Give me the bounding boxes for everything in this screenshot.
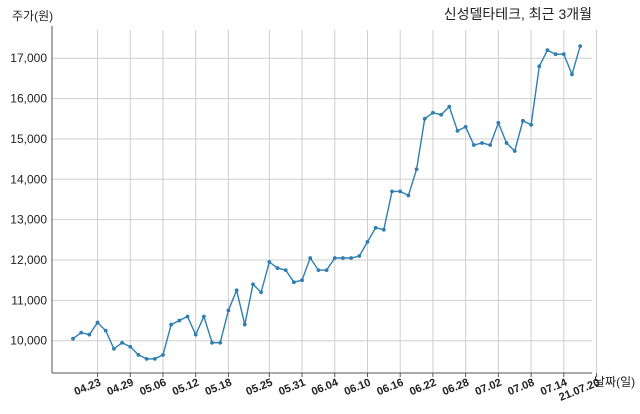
series-line	[72, 45, 581, 360]
data-point	[300, 278, 304, 283]
x-axis-label: 날짜(일)	[594, 375, 635, 389]
x-tick-label: 06.28	[441, 377, 471, 398]
data-point	[521, 118, 525, 123]
data-point	[251, 282, 255, 287]
y-tick-label: 16,000	[10, 92, 47, 106]
y-axis-label: 주가(원)	[12, 9, 53, 23]
y-tick-label: 14,000	[10, 172, 47, 186]
data-point	[488, 143, 493, 147]
y-tick-label: 12,000	[10, 253, 47, 267]
data-point	[152, 356, 157, 361]
data-point	[463, 124, 468, 129]
data-point	[103, 328, 108, 333]
data-point	[161, 352, 165, 357]
data-point	[365, 239, 370, 244]
data-point	[357, 254, 362, 258]
data-point	[471, 143, 476, 147]
data-point	[332, 256, 337, 260]
data-point	[169, 322, 174, 327]
data-point	[226, 308, 231, 313]
data-point	[308, 256, 313, 260]
x-tick-label: 05.25	[244, 377, 274, 398]
data-point	[120, 340, 124, 345]
data-point	[283, 268, 288, 272]
data-point	[87, 332, 92, 337]
tick-labels: 10,000 11,000 12,000 13,000 14,000 15,000 16,0…	[10, 51, 601, 404]
data-point	[341, 256, 345, 260]
axes	[51, 26, 598, 377]
data-point	[316, 268, 321, 272]
price-series	[71, 44, 583, 361]
x-tick-label: 05.06	[138, 377, 168, 398]
data-point	[136, 352, 141, 357]
data-point	[259, 290, 264, 295]
data-point	[381, 227, 386, 232]
y-tick-label: 11,000	[11, 293, 47, 307]
data-point	[414, 167, 419, 172]
data-point	[267, 260, 272, 264]
data-point	[406, 193, 411, 198]
data-point	[275, 266, 280, 270]
data-point	[431, 110, 435, 115]
x-tick-label: 06.22	[408, 377, 438, 398]
data-point	[128, 344, 133, 349]
x-tick-label: 06.04	[310, 376, 341, 398]
x-tick-label: 04.29	[105, 377, 135, 398]
data-point	[561, 52, 566, 57]
data-point	[390, 189, 394, 194]
data-point	[144, 356, 149, 361]
data-point	[185, 314, 190, 319]
x-tick-label: 06.10	[343, 377, 373, 398]
grid-lines	[52, 30, 598, 373]
y-tick-label: 15,000	[10, 132, 47, 146]
data-point	[201, 314, 206, 319]
data-point	[447, 104, 452, 109]
data-point	[234, 288, 239, 293]
data-point	[537, 64, 542, 69]
x-tick-label: 06.16	[375, 377, 405, 398]
data-point	[422, 116, 427, 121]
data-point	[480, 141, 484, 145]
data-point	[455, 128, 460, 133]
y-tick-label: 17,000	[10, 51, 47, 65]
data-point	[210, 340, 214, 345]
data-point	[79, 330, 84, 335]
x-tick-label: 05.12	[171, 377, 201, 398]
data-point	[291, 280, 296, 285]
data-point	[218, 340, 223, 345]
chart-title: 신성델타테크, 최근 3개월	[444, 6, 592, 22]
data-point	[71, 336, 75, 341]
data-point	[439, 112, 443, 117]
data-point	[324, 268, 329, 272]
x-tick-label: 05.31	[277, 377, 307, 398]
y-tick-label: 13,000	[10, 213, 47, 227]
data-point	[95, 320, 100, 325]
data-point	[496, 120, 501, 125]
data-point	[578, 44, 583, 49]
data-point	[553, 52, 558, 57]
data-point	[177, 318, 182, 323]
data-point	[512, 149, 517, 153]
x-tick-label: 05.18	[204, 377, 234, 398]
x-tick-label: 04.23	[73, 377, 103, 398]
data-point	[349, 256, 354, 260]
data-point	[570, 72, 574, 77]
y-tick-label: 10,000	[10, 334, 47, 348]
data-point	[112, 346, 116, 351]
data-point	[373, 225, 378, 230]
data-point	[545, 48, 550, 53]
x-tick-label: 07.02	[473, 377, 503, 398]
data-point	[242, 322, 247, 327]
data-point	[398, 189, 403, 194]
data-point	[193, 332, 198, 337]
data-point	[529, 122, 533, 127]
x-tick-label: 07.08	[506, 377, 536, 398]
data-point	[504, 141, 509, 145]
